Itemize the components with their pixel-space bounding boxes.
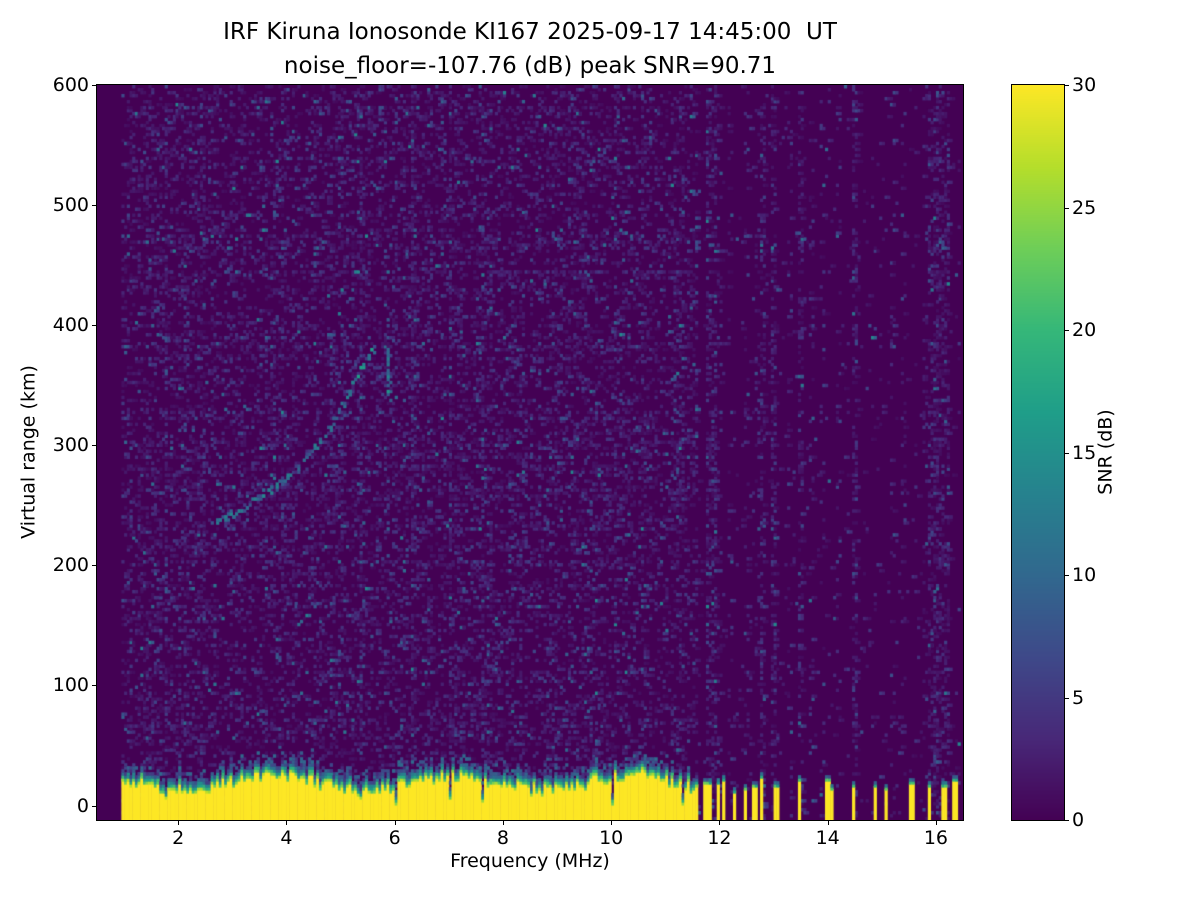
y-tick-mark bbox=[92, 325, 96, 327]
y-tick-label: 600 bbox=[52, 74, 89, 96]
x-tick-label: 8 bbox=[496, 827, 509, 849]
y-tick-mark bbox=[92, 445, 96, 447]
colorbar-tick-mark bbox=[1065, 330, 1069, 331]
x-tick-mark bbox=[178, 821, 180, 825]
x-tick-mark bbox=[286, 821, 288, 825]
colorbar-tick-mark bbox=[1065, 452, 1069, 454]
x-tick-label: 16 bbox=[923, 827, 949, 849]
colorbar-tick-label: 15 bbox=[1072, 441, 1097, 464]
colorbar-tick-mark bbox=[1065, 207, 1069, 209]
x-tick-mark bbox=[719, 821, 721, 825]
y-tick-label: 100 bbox=[52, 674, 89, 697]
x-tick-mark bbox=[394, 821, 396, 825]
x-tick-label: 2 bbox=[172, 827, 185, 849]
colorbar-tick-mark bbox=[1065, 820, 1069, 821]
y-tick-label: 500 bbox=[52, 194, 89, 217]
x-tick-label: 12 bbox=[707, 827, 732, 849]
x-tick-label: 6 bbox=[388, 827, 401, 849]
chart-title: IRF Kiruna Ionosonde KI167 2025-09-17 14… bbox=[223, 19, 837, 45]
y-tick-label: 400 bbox=[52, 314, 89, 337]
x-tick-mark bbox=[827, 821, 829, 825]
y-tick-mark bbox=[92, 685, 96, 687]
colorbar-tick-label: 5 bbox=[1072, 686, 1085, 709]
y-tick-label: 300 bbox=[52, 434, 89, 457]
colorbar-tick-label: 0 bbox=[1072, 809, 1085, 831]
colorbar-tick-mark bbox=[1065, 697, 1069, 699]
colorbar-canvas bbox=[1011, 84, 1065, 821]
x-tick-mark bbox=[611, 821, 613, 825]
ionogram-canvas bbox=[96, 84, 964, 821]
y-tick-mark bbox=[92, 85, 96, 86]
x-tick-mark bbox=[502, 821, 504, 825]
colorbar-tick-mark bbox=[1065, 575, 1069, 576]
x-tick-mark bbox=[935, 821, 937, 825]
y-tick-mark bbox=[92, 205, 96, 207]
y-tick-label: 0 bbox=[76, 794, 89, 817]
colorbar-tick-label: 30 bbox=[1072, 74, 1097, 96]
x-tick-label: 4 bbox=[280, 827, 293, 849]
colorbar-tick-mark bbox=[1065, 85, 1069, 86]
chart-subtitle: noise_floor=-107.76 (dB) peak SNR=90.71 bbox=[283, 53, 777, 79]
y-tick-label: 200 bbox=[52, 554, 89, 577]
colorbar-tick-label: 20 bbox=[1072, 319, 1097, 341]
x-tick-label: 10 bbox=[599, 827, 624, 849]
colorbar-tick-label: 25 bbox=[1072, 196, 1097, 219]
colorbar-tick-label: 10 bbox=[1072, 564, 1097, 586]
y-tick-mark bbox=[92, 565, 96, 567]
y-tick-mark bbox=[92, 805, 96, 807]
x-tick-label: 14 bbox=[815, 827, 840, 849]
x-axis-label: Frequency (MHz) bbox=[450, 850, 610, 872]
